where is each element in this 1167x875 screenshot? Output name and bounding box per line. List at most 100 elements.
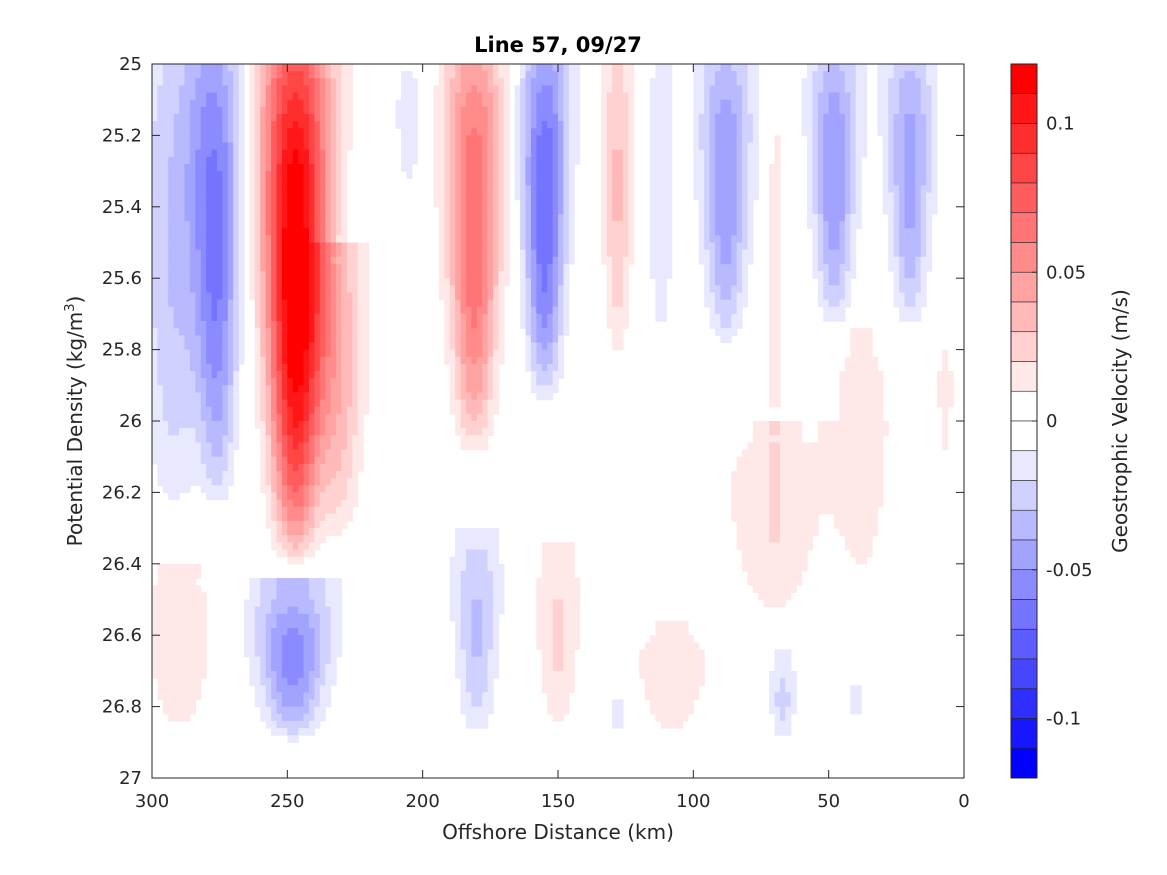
contour-cell [260, 221, 267, 229]
contour-cell [189, 199, 196, 208]
contour-cell [709, 135, 716, 144]
contour-cell [287, 306, 294, 315]
contour-cell [336, 78, 343, 87]
contour-cell [612, 235, 619, 244]
contour-cell [482, 99, 489, 108]
contour-cell [206, 78, 213, 87]
contour-cell [552, 113, 559, 122]
contour-cell [471, 171, 478, 179]
contour-cell [211, 271, 218, 279]
contour-cell [769, 363, 776, 372]
contour-cell [260, 321, 267, 329]
contour-cell [823, 242, 830, 251]
contour-cell [411, 121, 418, 129]
contour-cell [298, 413, 305, 422]
contour-cell [942, 406, 949, 415]
contour-cell [233, 192, 240, 201]
contour-cell [871, 392, 878, 401]
contour-cell [720, 149, 727, 158]
contour-cell [498, 71, 505, 79]
contour-cell [482, 142, 489, 151]
contour-cell [704, 206, 711, 215]
contour-cell [314, 435, 321, 444]
contour-cell [195, 263, 202, 272]
contour-cell [465, 64, 472, 72]
contour-cell [325, 421, 332, 429]
contour-cell [303, 449, 310, 458]
contour-cell [465, 113, 472, 122]
contour-cell [438, 263, 445, 272]
contour-cell [617, 263, 624, 272]
contour-cell [866, 371, 873, 379]
contour-cell [173, 371, 180, 379]
contour-cell [233, 85, 240, 94]
contour-cell [855, 78, 862, 87]
contour-cell [281, 292, 288, 301]
contour-cell [704, 85, 711, 94]
contour-cell [200, 335, 207, 344]
contour-cell [162, 106, 169, 115]
contour-cell [839, 78, 846, 87]
contour-cell [455, 385, 462, 394]
contour-cell [769, 435, 776, 444]
contour-cell [346, 421, 353, 429]
contour-cell [888, 78, 895, 87]
contour-cell [189, 64, 196, 72]
contour-cell [525, 299, 532, 308]
contour-cell [276, 106, 283, 115]
contour-cell [438, 106, 445, 115]
contour-cell [249, 99, 256, 108]
contour-cell [828, 299, 835, 308]
contour-cell [731, 106, 738, 115]
contour-cell [346, 99, 353, 108]
contour-cell [271, 185, 278, 194]
contour-cell [211, 456, 218, 465]
contour-cell [319, 171, 326, 179]
contour-cell [476, 228, 483, 236]
contour-cell [206, 470, 213, 479]
contour-cell [216, 313, 223, 322]
contour-cell [401, 142, 408, 151]
contour-cell [563, 128, 570, 136]
contour-cell [536, 149, 543, 158]
contour-cell [850, 71, 857, 79]
contour-cell [336, 292, 343, 301]
contour-cell [920, 299, 927, 308]
contour-cell [660, 121, 667, 129]
contour-cell [742, 92, 749, 101]
contour-cell [281, 456, 288, 465]
contour-cell [449, 64, 456, 72]
contour-cell [888, 121, 895, 129]
contour-cell [287, 163, 294, 172]
contour-cell [200, 378, 207, 386]
contour-cell [189, 192, 196, 201]
contour-cell [265, 156, 272, 165]
contour-cell [346, 363, 353, 372]
contour-cell [855, 413, 862, 422]
contour-cell [271, 278, 278, 286]
contour-cell [742, 71, 749, 79]
contour-cell [325, 442, 332, 451]
contour-cell [920, 278, 927, 286]
contour-cell [666, 256, 673, 265]
contour-cell [752, 92, 759, 101]
contour-cell [233, 199, 240, 208]
contour-cell [276, 413, 283, 422]
contour-cell [498, 213, 505, 222]
contour-cell [493, 385, 500, 394]
contour-cell [287, 356, 294, 365]
contour-cell [536, 392, 543, 401]
contour-cell [693, 185, 700, 194]
contour-cell [292, 463, 299, 472]
contour-cell [498, 335, 505, 344]
contour-cell [942, 371, 949, 379]
contour-cell [271, 171, 278, 179]
contour-cell [152, 399, 159, 408]
contour-cell [839, 413, 846, 422]
contour-cell [801, 99, 808, 108]
contour-cell [720, 278, 727, 286]
contour-cell [498, 313, 505, 322]
contour-cell [471, 228, 478, 236]
contour-cell [541, 228, 548, 236]
contour-cell [292, 85, 299, 94]
